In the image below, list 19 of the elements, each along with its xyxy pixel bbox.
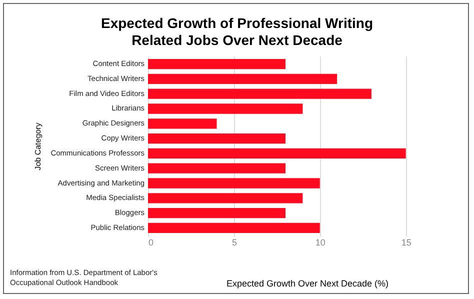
x-tick-label: 5 — [232, 238, 237, 248]
bar — [148, 178, 320, 188]
x-tick-label: 15 — [401, 238, 412, 248]
chart-title: Expected Growth of Professional Writing Related Jobs Over Next Decade — [101, 15, 373, 48]
x-tick-label: 0 — [148, 238, 154, 248]
x-axis-title: Expected Growth Over Next Decade (%) — [226, 278, 389, 288]
bar — [148, 118, 217, 129]
bar — [148, 222, 320, 234]
x-tick-label: 10 — [315, 238, 326, 248]
y-axis-title: Job Category — [34, 122, 43, 170]
bar — [148, 104, 303, 114]
bar — [148, 148, 406, 159]
bar — [148, 208, 286, 218]
bar — [148, 163, 286, 174]
bar — [148, 74, 338, 84]
bar — [148, 133, 286, 144]
bar — [148, 58, 286, 70]
bar — [148, 88, 372, 99]
bar — [148, 193, 303, 204]
